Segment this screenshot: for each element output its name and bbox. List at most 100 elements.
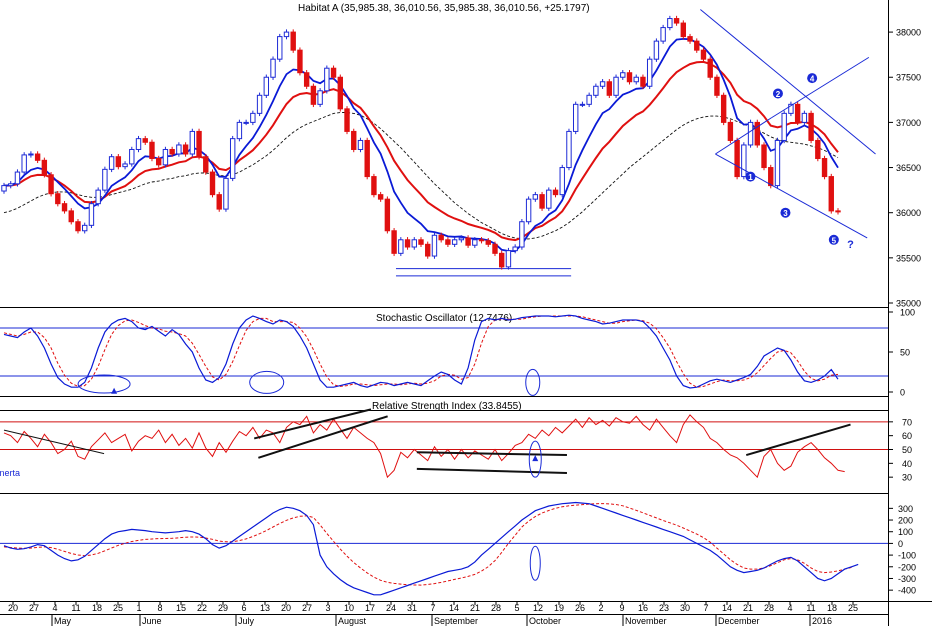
candle-body	[263, 76, 270, 96]
candle-body	[115, 156, 122, 168]
candle-body	[727, 121, 734, 141]
candle-body	[532, 194, 539, 200]
candle-body	[364, 139, 370, 178]
momentum-highlight-october	[529, 545, 541, 581]
candle-body	[559, 167, 565, 196]
candle-body	[451, 239, 458, 245]
x-month-label: November	[625, 616, 667, 626]
candle-body	[566, 130, 572, 169]
candle-body	[310, 85, 317, 105]
candle-body	[552, 189, 559, 196]
candle-body	[75, 221, 81, 232]
candle-body	[135, 138, 142, 150]
indicator-tick-label: -400	[898, 586, 916, 596]
x-month-label: June	[142, 616, 162, 626]
rsi-trendline-july-lower	[258, 415, 388, 459]
candle-body	[270, 58, 276, 78]
price-tick-label: 36000	[896, 208, 921, 218]
candle-body	[102, 168, 108, 191]
candle-body	[371, 176, 377, 196]
candle-body	[283, 31, 290, 38]
candle-body	[734, 139, 740, 178]
stochastic-k-line	[3, 314, 839, 389]
candle-body	[229, 138, 236, 179]
candle-body	[572, 103, 579, 132]
candle-body	[579, 103, 586, 106]
x-day-label: 11	[71, 603, 80, 613]
x-day-label: 28	[764, 603, 774, 613]
x-day-label: 14	[449, 603, 459, 613]
candle-body	[176, 144, 182, 155]
x-day-label: 7	[703, 603, 708, 613]
x-day-label: 1	[136, 603, 141, 613]
candle-body	[250, 112, 256, 123]
candle-body	[182, 144, 189, 155]
x-day-label: 4	[787, 603, 792, 613]
stochastic-highlight-may	[77, 374, 131, 394]
candle-body	[391, 230, 397, 254]
x-day-label: 18	[827, 603, 837, 613]
candle-body	[445, 239, 451, 245]
candle-body	[821, 158, 828, 178]
candle-body	[828, 176, 834, 212]
candle-body	[458, 237, 465, 241]
candle-body	[505, 250, 512, 268]
x-day-label: 15	[176, 603, 186, 613]
candle-body	[317, 90, 323, 105]
candle-body	[398, 239, 404, 254]
rsi-trendline-july-upper	[253, 408, 372, 440]
candle-body	[707, 58, 713, 78]
price-tick-label: 35000	[896, 299, 921, 309]
candle-body	[646, 58, 653, 87]
candle-body	[236, 121, 243, 140]
x-day-label: 6	[241, 603, 246, 613]
x-day-label: 16	[638, 603, 648, 613]
candle-body	[425, 243, 431, 257]
wave-1-marker	[745, 171, 756, 182]
trend-channel-lower	[715, 153, 868, 239]
candle-body	[344, 108, 350, 132]
candle-body	[640, 76, 646, 87]
candle-body	[741, 144, 747, 178]
candle-body	[633, 76, 639, 83]
x-day-label: 23	[659, 603, 669, 613]
candle-body	[720, 94, 727, 123]
indicator-tick-label: 200	[898, 516, 913, 526]
candle-body	[357, 139, 364, 150]
x-day-label: 28	[491, 603, 501, 613]
candle-body	[781, 112, 787, 141]
candle-body	[277, 36, 283, 60]
candle-body	[667, 18, 673, 29]
rsi-trendline-december	[745, 423, 851, 456]
candle-body	[324, 67, 330, 92]
candle-body	[48, 174, 54, 195]
x-day-label: 10	[344, 603, 354, 613]
price-tick-label: 35500	[896, 253, 921, 263]
candle-body	[243, 121, 249, 124]
candle-body	[472, 239, 478, 246]
x-month-label: May	[54, 616, 72, 626]
x-day-label: 27	[302, 603, 312, 613]
stochastic-highlight-july	[249, 370, 285, 394]
candle-body	[694, 40, 700, 51]
wave-2-marker	[772, 88, 783, 99]
price-axis: 35000 35500 36000 36500 37000 37500 38000	[888, 28, 921, 309]
price-candles	[1, 15, 841, 270]
stochastic-pane: 0 50 100	[0, 308, 915, 398]
candle-body	[122, 163, 128, 168]
candle-body	[774, 139, 781, 187]
candle-body	[297, 49, 303, 74]
rsi-channel-upper	[416, 451, 567, 457]
candle-body	[411, 239, 417, 248]
x-day-label: 3	[325, 603, 330, 613]
candle-body	[700, 49, 707, 60]
candle-body	[613, 76, 619, 96]
x-axis: 20 27 4 11 18 25 1 8 15 22 29 6 13 20 27 3 10 17 24 31 7 14 21…	[8, 601, 858, 626]
rsi-pane: 30 40 50 60 70	[0, 408, 912, 483]
candle-body	[351, 130, 357, 150]
candle-body	[256, 94, 263, 114]
candle-body	[21, 154, 27, 173]
candle-body	[196, 130, 202, 158]
indicator-tick-label: -200	[898, 562, 916, 572]
